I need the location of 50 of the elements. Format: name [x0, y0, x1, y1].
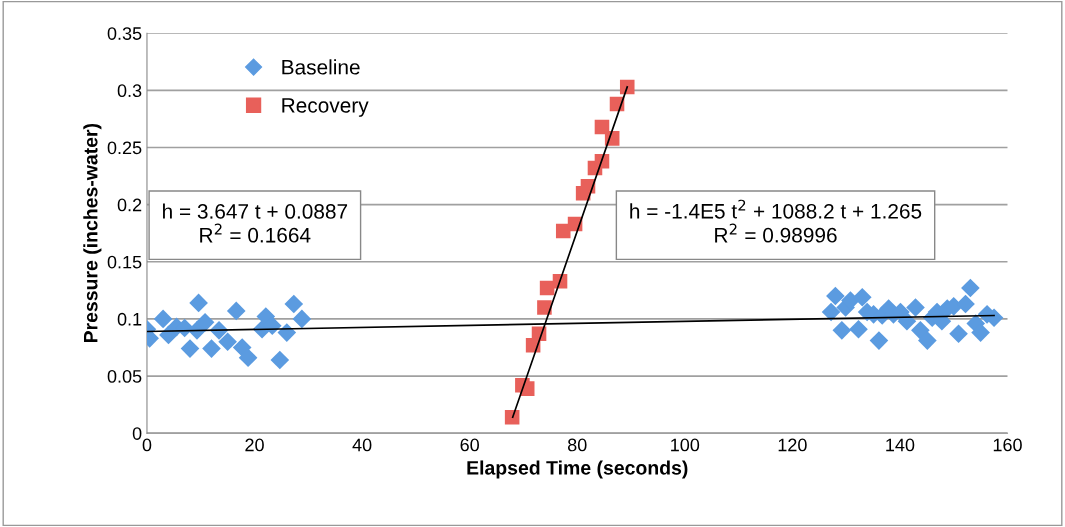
x-tick-label: 20 [245, 438, 264, 452]
y-tick-label: 0.2 [117, 198, 142, 212]
point [852, 287, 872, 307]
point [869, 331, 889, 350]
point [537, 300, 552, 315]
point [961, 278, 980, 298]
annotation: h = 3.647 t + 0.0887 R$^{2}$ = 0.1664 [163, 203, 348, 243]
y-tick-label: 0.1 [117, 312, 142, 326]
x-axis-title: Elapsed Time (seconds) [467, 460, 688, 479]
x-tick-label: 100 [671, 438, 700, 452]
point [911, 321, 930, 340]
y-tick-label: 0 [132, 427, 142, 440]
point [180, 339, 200, 358]
point [932, 311, 952, 331]
y-tick-label: 0.35 [107, 27, 142, 40]
point [826, 286, 845, 306]
x-tick-label: 160 [993, 438, 1022, 452]
point [284, 294, 304, 314]
point [292, 309, 312, 329]
y-tick-label: 0.3 [117, 84, 142, 98]
x-tick-label: 40 [352, 438, 372, 452]
x-tick-label: 120 [778, 438, 807, 452]
point [153, 309, 173, 329]
legend-label: Baseline [282, 59, 360, 75]
text: h = -1.4E5 t$^{2}$ + 1088.2 t + 1.265 R$^{2}$ = 0.98996 [630, 199, 922, 243]
y-tick-label: 0.05 [107, 369, 142, 383]
y-tick-label: 0.15 [107, 255, 142, 269]
x-tick-label: 80 [567, 438, 587, 452]
x-tick-label: 140 [886, 438, 915, 452]
point [226, 301, 246, 321]
legend-label: Recovery [282, 98, 369, 117]
point [849, 319, 868, 339]
point [619, 79, 635, 95]
point [195, 313, 215, 332]
point [971, 323, 990, 342]
point [202, 339, 221, 358]
y-tick-label: 0.25 [107, 141, 142, 155]
point [270, 350, 290, 370]
point [821, 302, 841, 322]
y-axis-title: Pressure (inches-water) [83, 123, 102, 343]
x-tick-label: 60 [460, 438, 479, 452]
point [832, 321, 852, 340]
point [956, 294, 975, 314]
x-tick-label: 0 [142, 438, 152, 452]
point [906, 298, 925, 317]
point [218, 332, 237, 352]
point [918, 331, 937, 350]
point [238, 348, 258, 368]
point [189, 293, 208, 313]
point [949, 324, 968, 344]
